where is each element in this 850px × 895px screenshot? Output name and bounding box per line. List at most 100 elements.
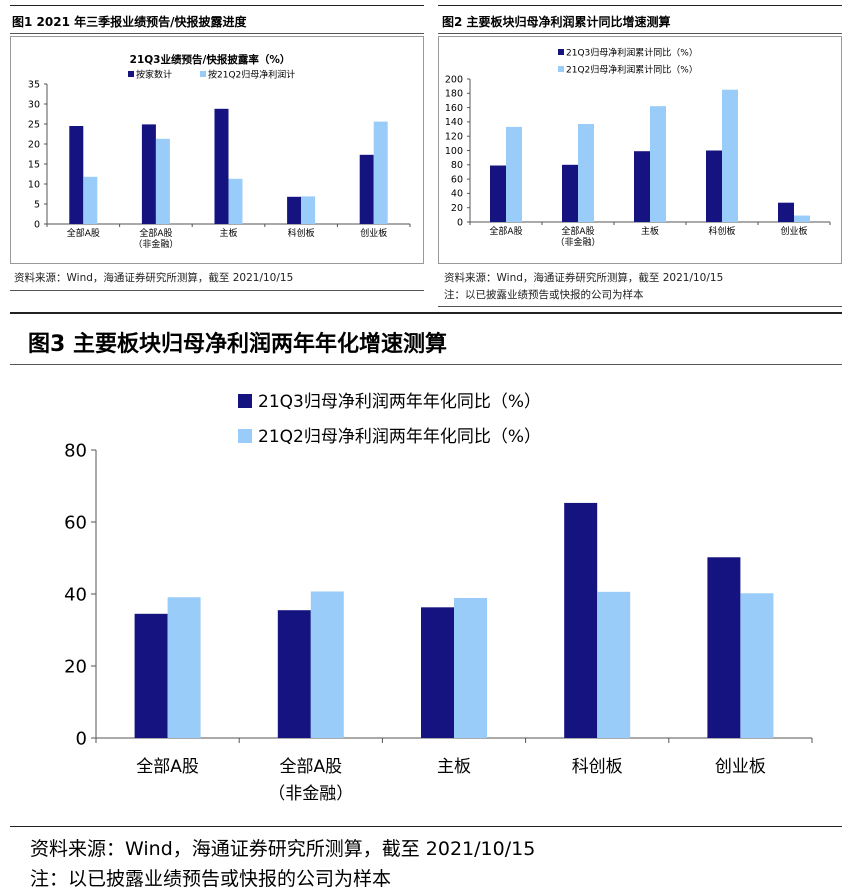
fig3-legend-label-0: 21Q3归母净利润两年年化同比（%） [258, 392, 541, 412]
fig2-bar-s0-c1 [562, 164, 578, 222]
fig1-y-tick-label: 10 [28, 179, 40, 190]
fig2-bar-s1-c2 [650, 106, 666, 222]
fig3-y-tick-label: 40 [64, 584, 87, 605]
fig2-legend-label-0: 21Q3归母净利润累计同比（%） [566, 47, 698, 59]
fig1-chart: 21Q3业绩预告/快报披露率（%） 按家数计 按21Q2归母净利润计 0 5 10 1… [28, 53, 411, 250]
fig2-chart: 21Q3归母净利润累计同比（%） 21Q2归母净利润累计同比（%） 0 20 40 6… [445, 47, 831, 248]
fig2-note: 注：以已披露业绩预告或快报的公司为样本 [444, 289, 644, 301]
fig1-bar-s0-c4 [359, 154, 374, 224]
fig2-y-tick-label: 120 [445, 132, 463, 143]
fig3-bar-s0-c4 [707, 557, 741, 738]
fig1-source: 资料来源：Wind，海通证券研究所测算，截至 2021/10/15 [14, 272, 294, 284]
fig1-title: 图1 2021 年三季报业绩预告/快报披露进度 [12, 15, 247, 29]
fig2-bar-s1-c0 [506, 126, 522, 222]
fig1-y-tick-label: 20 [28, 139, 40, 150]
fig1-y-tick-label: 25 [28, 119, 40, 130]
fig3-category-label: （非金融） [268, 784, 353, 804]
fig3-legend-swatch-1 [238, 429, 252, 443]
fig1-y-tick-label: 35 [28, 79, 40, 90]
fig3-title-rule [10, 364, 842, 365]
fig3-category-label: 全部A股 [279, 757, 342, 777]
fig3-legend-label-1: 21Q2归母净利润两年年化同比（%） [258, 427, 541, 447]
fig2-y-tick-label: 80 [451, 160, 463, 171]
fig1-category-label: 全部A股 [139, 227, 172, 239]
fig3-category-label: 科创板 [572, 757, 623, 777]
fig3-title: 图3 主要板块归母净利润两年年化增速测算 [28, 332, 447, 357]
fig1-bar-s0-c2 [214, 108, 229, 224]
fig2-category-label: 全部A股 [489, 225, 522, 237]
fig3-y-tick-label: 20 [64, 656, 87, 677]
fig1-legend-label-0: 按家数计 [136, 69, 172, 81]
fig1-y-tick-label: 30 [28, 99, 40, 110]
fig2-bar-s1-c4 [794, 215, 810, 222]
fig1-title-rule [10, 33, 424, 34]
fig3-chart: 21Q3归母净利润两年年化同比（%） 21Q2归母净利润两年年化同比（%） 0 2… [64, 392, 813, 804]
fig2-legend-swatch-1 [558, 66, 564, 72]
fig1-category-label: 创业板 [360, 227, 387, 239]
fig1-top-rule [10, 5, 424, 6]
fig3-bar-s1-c0 [167, 597, 201, 738]
fig2-bar-s0-c0 [490, 165, 506, 222]
fig1-chart-title: 21Q3业绩预告/快报披露率（%） [130, 53, 291, 66]
fig2-category-label: 全部A股 [561, 225, 594, 237]
fig1-category-label: 科创板 [288, 227, 315, 239]
fig1-legend-swatch-1 [200, 71, 206, 77]
fig1-bar-s0-c3 [287, 196, 302, 224]
fig3-bottom-rule [10, 826, 842, 827]
fig1-bar-s1-c1 [155, 138, 170, 224]
fig3-bar-s1-c4 [740, 593, 774, 738]
fig3-legend-swatch-0 [238, 394, 252, 408]
fig2-bar-s0-c2 [634, 151, 650, 222]
fig2-title-rule [438, 33, 842, 34]
fig1-bar-s0-c1 [141, 124, 156, 224]
fig3-top-rule [10, 312, 842, 314]
fig2-category-label: 主板 [641, 225, 659, 237]
fig3-bar-s1-c3 [597, 591, 631, 738]
fig3-bar-s0-c3 [564, 502, 598, 738]
fig2-y-tick-label: 0 [457, 217, 463, 228]
fig1-bar-s0-c0 [69, 126, 84, 224]
fig3-y-tick-label: 60 [64, 512, 87, 533]
fig1-category-label: （非金融） [133, 238, 178, 250]
fig2-bar-s0-c4 [778, 202, 794, 222]
fig2-category-label: 科创板 [708, 225, 735, 237]
fig1-y-tick-label: 15 [28, 159, 40, 170]
fig3-category-label: 全部A股 [136, 757, 199, 777]
fig2-y-tick-label: 100 [445, 146, 463, 157]
fig1-bar-s1-c2 [228, 178, 243, 224]
fig1-category-label: 主板 [219, 227, 237, 239]
fig3-bar-s0-c1 [277, 610, 311, 738]
fig2-source: 资料来源：Wind，海通证券研究所测算，截至 2021/10/15 [444, 272, 724, 284]
fig2-frame [438, 36, 842, 264]
fig1-bar-s1-c4 [373, 121, 388, 224]
fig1-legend-label-1: 按21Q2归母净利润计 [208, 69, 295, 81]
fig2-title: 图2 主要板块归母净利润累计同比增速测算 [442, 15, 671, 29]
fig2-y-tick-label: 200 [445, 74, 463, 85]
fig2-bar-s0-c3 [706, 150, 722, 222]
fig2-bottom-rule [438, 306, 842, 307]
fig1-frame [10, 36, 424, 264]
fig2-y-tick-label: 60 [451, 174, 463, 185]
fig1-y-tick-label: 0 [34, 219, 40, 230]
fig2-bar-s1-c1 [578, 124, 594, 222]
fig1-y-tick-label: 5 [34, 199, 40, 210]
fig3-bar-s1-c2 [454, 597, 487, 738]
fig3-note: 注：以已披露业绩预告或快报的公司为样本 [30, 868, 392, 890]
fig3-bar-s0-c0 [134, 613, 168, 738]
fig2-bar-s1-c3 [722, 89, 738, 222]
fig2-y-tick-label: 180 [445, 89, 463, 100]
fig1-bar-s1-c0 [83, 176, 98, 224]
fig2-legend-swatch-0 [558, 49, 564, 55]
fig1-bottom-rule [10, 290, 424, 291]
fig1-bar-s1-c3 [301, 196, 316, 224]
fig2-y-tick-label: 140 [445, 117, 463, 128]
fig3-bar-s1-c1 [310, 591, 344, 738]
fig2-y-tick-label: 40 [451, 189, 463, 200]
fig2-category-label: （非金融） [555, 236, 600, 248]
fig2-category-label: 创业板 [780, 225, 807, 237]
fig3-y-tick-label: 80 [64, 440, 87, 461]
fig3-source: 资料来源：Wind，海通证券研究所测算，截至 2021/10/15 [30, 838, 536, 860]
fig3-category-label: 主板 [437, 757, 471, 777]
fig2-y-tick-label: 20 [451, 203, 463, 214]
fig2-top-rule [438, 5, 842, 6]
